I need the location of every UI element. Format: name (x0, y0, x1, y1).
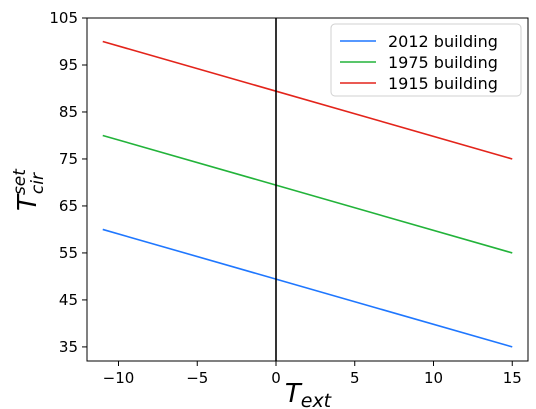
y-axis-label-base: T (13, 193, 43, 211)
y-tick-label: 85 (59, 103, 78, 121)
x-axis-label-subscript: ext (301, 390, 333, 409)
legend-label-2: 1975 building (388, 53, 498, 72)
legend: 2012 building 1975 building 1915 building (330, 23, 522, 97)
x-axis-label: Text (285, 379, 333, 409)
y-tick-label: 75 (59, 150, 78, 168)
y-tick-label: 55 (59, 244, 78, 262)
series-line-1 (102, 228, 513, 348)
y-tick-label: 95 (59, 56, 78, 74)
y-tick-label: 105 (49, 9, 78, 27)
y-tick-label: 35 (59, 338, 78, 356)
y-tick-label: 45 (59, 291, 78, 309)
x-tick-label: −10 (103, 369, 135, 387)
series-line-3 (102, 40, 513, 160)
y-axis-ticks: 35 45 55 65 75 85 95 105 (49, 9, 87, 356)
y-axis-label: Tsetcir (10, 168, 48, 211)
x-axis-ticks: −10 −5 0 5 10 15 (103, 361, 522, 387)
y-tick-label: 65 (59, 197, 78, 215)
y-axis-label-group: Tsetcir (10, 168, 48, 211)
series-line-2 (102, 134, 513, 254)
x-tick-label: −5 (186, 369, 208, 387)
x-tick-label: 5 (350, 369, 360, 387)
legend-box (330, 23, 522, 97)
plot-frame (86, 17, 529, 362)
legend-label-3: 1915 building (388, 74, 498, 93)
x-tick-label: 10 (424, 369, 443, 387)
y-axis-label-superscript: set (10, 168, 30, 195)
series-layer (102, 40, 513, 348)
legend-label-1: 2012 building (388, 32, 498, 51)
x-tick-label: 0 (271, 369, 281, 387)
y-axis-label-subscript: cir (28, 172, 48, 194)
x-tick-label: 15 (503, 369, 522, 387)
x-axis-label-base: T (285, 379, 303, 409)
